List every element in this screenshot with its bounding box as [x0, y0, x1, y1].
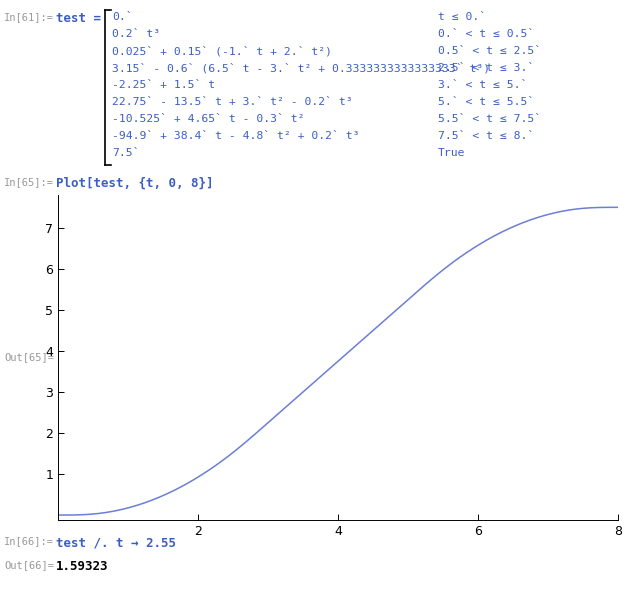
Text: test =: test = [56, 12, 108, 25]
Text: 5.5` < t ≤ 7.5`: 5.5` < t ≤ 7.5` [438, 114, 541, 124]
Text: In[66]:=: In[66]:= [4, 536, 54, 546]
Text: 7.5`: 7.5` [112, 148, 140, 158]
Text: In[65]:=: In[65]:= [4, 177, 54, 187]
Text: 22.75` - 13.5` t + 3.` t² - 0.2` t³: 22.75` - 13.5` t + 3.` t² - 0.2` t³ [112, 97, 352, 107]
Text: 3.15` - 0.6` (6.5` t - 3.` t² + 0.3333333333333333` t³): 3.15` - 0.6` (6.5` t - 3.` t² + 0.333333… [112, 63, 490, 73]
Text: 0.5` < t ≤ 2.5`: 0.5` < t ≤ 2.5` [438, 46, 541, 56]
Text: test /. t → 2.55: test /. t → 2.55 [56, 536, 176, 549]
Text: 1.59323: 1.59323 [56, 560, 108, 573]
Text: 2.5` < t ≤ 3.`: 2.5` < t ≤ 3.` [438, 63, 534, 73]
Text: 5.` < t ≤ 5.5`: 5.` < t ≤ 5.5` [438, 97, 534, 107]
Text: 0.2` t³: 0.2` t³ [112, 29, 160, 39]
Text: Out[65]=: Out[65]= [4, 353, 54, 362]
Text: Out[66]=: Out[66]= [4, 560, 54, 570]
Text: 0.`: 0.` [112, 12, 133, 22]
Text: -94.9` + 38.4` t - 4.8` t² + 0.2` t³: -94.9` + 38.4` t - 4.8` t² + 0.2` t³ [112, 131, 359, 141]
Text: True: True [438, 148, 466, 158]
Text: In[61]:=: In[61]:= [4, 12, 54, 22]
Text: 0.` < t ≤ 0.5`: 0.` < t ≤ 0.5` [438, 29, 534, 39]
Text: -2.25` + 1.5` t: -2.25` + 1.5` t [112, 80, 215, 90]
Text: t ≤ 0.`: t ≤ 0.` [438, 12, 486, 22]
Text: 7.5` < t ≤ 8.`: 7.5` < t ≤ 8.` [438, 131, 534, 141]
Text: Plot[test, {t, 0, 8}]: Plot[test, {t, 0, 8}] [56, 177, 213, 190]
Text: 0.025` + 0.15` (-1.` t + 2.` t²): 0.025` + 0.15` (-1.` t + 2.` t²) [112, 46, 332, 56]
Text: -10.525` + 4.65` t - 0.3` t²: -10.525` + 4.65` t - 0.3` t² [112, 114, 304, 124]
Text: 3.` < t ≤ 5.`: 3.` < t ≤ 5.` [438, 80, 527, 90]
